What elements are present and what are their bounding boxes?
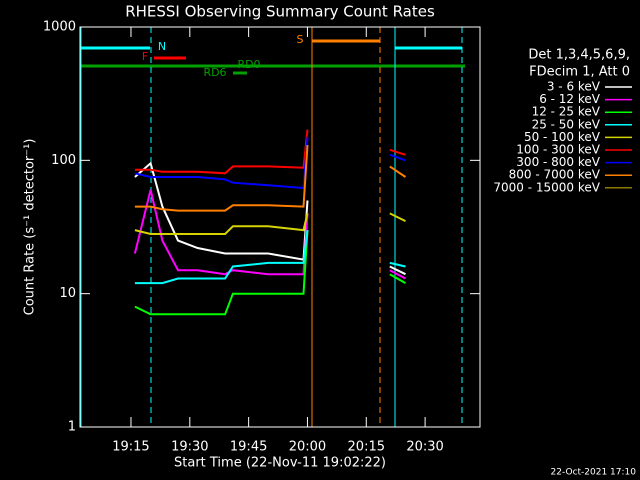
event-markers xyxy=(80,27,463,427)
flag-label: RD6 xyxy=(203,66,226,79)
legend-label: 800 - 7000 keV xyxy=(509,168,601,182)
y-tick-label: 1 xyxy=(68,420,76,435)
y-tick-label: 100 xyxy=(51,153,76,168)
legend-label: 3 - 6 keV xyxy=(547,80,601,94)
series-line xyxy=(134,212,406,235)
flag-label: RD0 xyxy=(237,58,260,71)
series-line xyxy=(134,161,406,276)
x-tick-label: 20:30 xyxy=(406,440,443,455)
x-tick-label: 19:45 xyxy=(230,440,267,455)
series-line xyxy=(134,129,406,175)
series-line xyxy=(134,230,406,316)
legend-header: FDecim 1, Att 0 xyxy=(529,65,630,80)
x-tick-label: 19:30 xyxy=(171,440,208,455)
chart-title: RHESSI Observing Summary Count Rates xyxy=(125,3,435,21)
series-line xyxy=(133,189,406,280)
y-tick-label: 1000 xyxy=(43,20,76,35)
legend-label: 100 - 300 keV xyxy=(516,143,600,157)
legend-label: 50 - 100 keV xyxy=(524,130,601,144)
legend-header: Det 1,3,4,5,6,9, xyxy=(528,48,630,63)
flag-label: N xyxy=(158,40,166,53)
x-axis-label: Start Time (22-Nov-11 19:02:22) xyxy=(174,456,386,471)
series-line xyxy=(134,229,406,285)
legend-label: 7000 - 15000 keV xyxy=(493,180,600,194)
y-axis-label: Count Rate (s⁻¹ detector⁻¹) xyxy=(23,139,38,316)
x-tick-label: 20:00 xyxy=(289,440,326,455)
flag-label: F xyxy=(142,50,148,63)
plot-frame xyxy=(79,26,481,428)
series-line xyxy=(134,145,407,212)
x-tick-label: 20:15 xyxy=(348,440,385,455)
legend-label: 25 - 50 keV xyxy=(532,117,601,131)
legend-label: 6 - 12 keV xyxy=(539,92,601,106)
footer: 22-Oct-2021 17:10 xyxy=(551,468,637,478)
legend-label: 12 - 25 keV xyxy=(532,105,601,119)
flag-label: S xyxy=(297,33,304,46)
legend-label: 300 - 800 keV xyxy=(516,155,600,169)
y-tick-label: 10 xyxy=(59,286,76,301)
flag-lines xyxy=(80,39,465,75)
x-tick-label: 19:15 xyxy=(112,440,149,455)
series-line xyxy=(134,136,406,190)
